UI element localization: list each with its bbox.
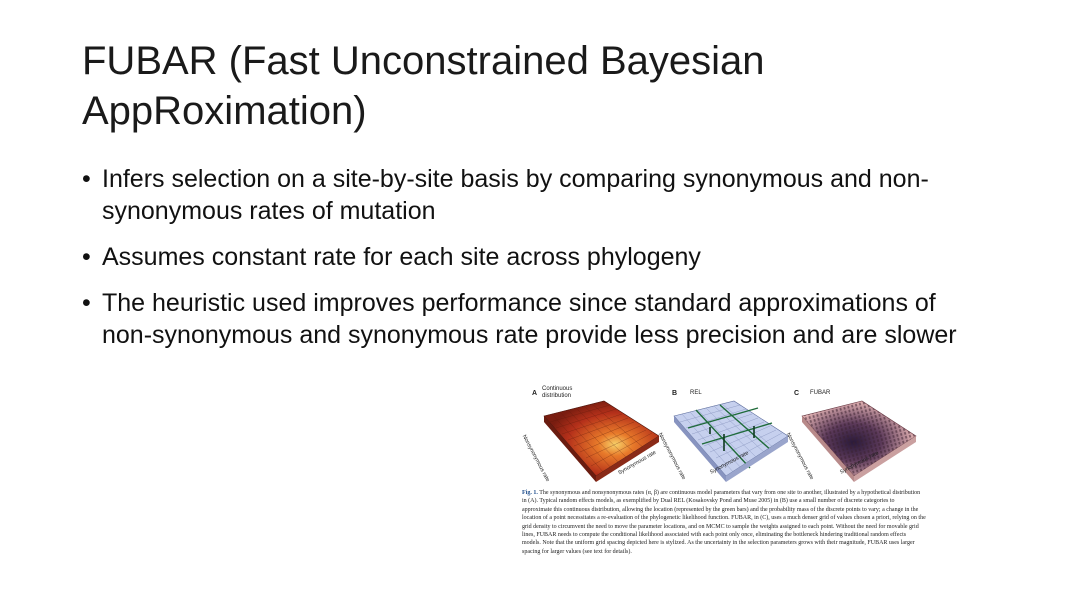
fubar-figure: A Continuous distribution — [520, 382, 928, 568]
bullet-list: • Infers selection on a site-by-site bas… — [82, 163, 982, 365]
panel-a-label: A — [532, 390, 538, 397]
bullet-item: • The heuristic used improves performanc… — [82, 287, 982, 351]
bullet-text: Infers selection on a site-by-site basis… — [102, 165, 929, 225]
bullet-item: • Infers selection on a site-by-site bas… — [82, 163, 982, 227]
caption-lead: Fig. 1. — [522, 490, 538, 496]
panel-b-title: REL — [690, 390, 702, 396]
panel-b-surface — [673, 400, 789, 482]
panel-b-label: B — [672, 390, 678, 397]
bullet-dot: • — [82, 289, 91, 317]
panel-c-surface — [801, 400, 917, 482]
bullet-text: The heuristic used improves performance … — [102, 289, 957, 349]
bullet-text: Assumes constant rate for each site acro… — [102, 243, 701, 271]
bullet-dot: • — [82, 243, 91, 271]
slide-title: FUBAR (Fast Unconstrained Bayesian AppRo… — [82, 36, 982, 136]
caption-text: The synonymous and nonsynonymous rates (… — [522, 490, 926, 555]
bullet-item: • Assumes constant rate for each site ac… — [82, 241, 982, 273]
figure-caption: Fig. 1. The synonymous and nonsynonymous… — [522, 489, 926, 556]
panel-c-label: C — [794, 390, 800, 397]
panel-c-title: FUBAR — [810, 390, 831, 396]
slide-title-line-2: AppRoximation) — [82, 89, 367, 133]
panel-a-surface — [543, 400, 660, 482]
bullet-dot: • — [82, 165, 91, 193]
slide-title-line-1: FUBAR (Fast Unconstrained Bayesian — [82, 39, 765, 83]
panel-a-title: Continuous distribution — [542, 386, 573, 399]
